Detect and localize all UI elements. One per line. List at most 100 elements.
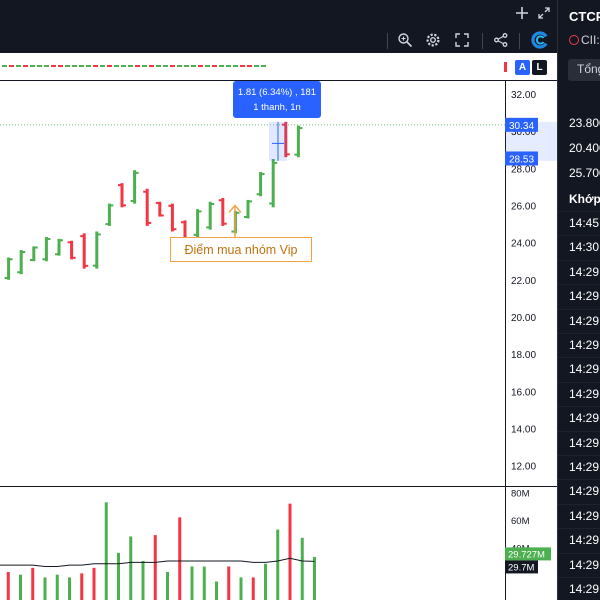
mini-strip-mark (2, 65, 7, 67)
logo-icon[interactable] (529, 29, 551, 51)
cursor-price-text: 28.53 (509, 154, 534, 165)
ohlc-bar[interactable] (92, 231, 101, 269)
cursor-price-bg (505, 151, 538, 166)
mini-strip-mark (16, 65, 21, 67)
ohlc-close-tick (60, 239, 63, 242)
mini-strip-mark (163, 65, 168, 67)
ohlc-bar[interactable] (155, 201, 164, 217)
volume-bar (117, 552, 120, 600)
ohlc-bar-body (82, 233, 86, 269)
volume-bar (313, 556, 316, 600)
ohlc-close-tick (9, 258, 13, 261)
ohlc-open-tick (218, 199, 222, 202)
mini-strip-mark (219, 65, 224, 67)
ohlc-open-tick (42, 258, 46, 261)
ohlc-open-tick (168, 204, 172, 207)
ohlc-bar[interactable] (17, 250, 26, 275)
volume-bar (227, 566, 231, 600)
gear-icon[interactable] (423, 30, 443, 50)
ohlc-close-tick (274, 161, 278, 164)
expand-icon[interactable] (536, 5, 552, 21)
ohlc-open-tick (244, 215, 247, 218)
ohlc-bar[interactable] (105, 203, 114, 226)
y-tick-label: 12.00 (511, 462, 536, 473)
y-tick-label: 22.00 (511, 276, 536, 287)
mini-strip-mark (156, 65, 161, 67)
zoom-icon[interactable] (395, 30, 415, 50)
buy-annotation[interactable]: Điểm mua nhóm Vip (170, 204, 312, 262)
mini-volume-strip (2, 65, 266, 67)
ohlc-open-tick (181, 221, 184, 224)
mini-strip-mark (191, 65, 196, 67)
ohlc-open-tick (105, 223, 109, 226)
plus-icon[interactable] (514, 5, 530, 21)
volume-current-label: 29.7M (505, 560, 538, 574)
ohlc-open-tick (231, 230, 235, 233)
mini-strip-mark (240, 65, 245, 67)
volume-bar (300, 537, 304, 600)
ohlc-bar[interactable] (80, 233, 89, 269)
ohlc-bar[interactable] (55, 238, 63, 256)
y-tick-label: 18.00 (511, 350, 536, 361)
ohlc-bar[interactable] (118, 183, 126, 208)
top-toolbar (0, 0, 557, 53)
ohlc-bar-body (259, 172, 263, 197)
mini-strip-mark (9, 65, 14, 67)
row-separator (558, 381, 600, 383)
ohlc-bar[interactable] (269, 159, 278, 208)
ohlc-close-tick (198, 210, 202, 213)
ohlc-bar[interactable] (29, 246, 38, 262)
ohlc-open-tick (67, 241, 71, 244)
trade-time: 14:29:4 (569, 435, 600, 450)
row-separator (558, 577, 600, 578)
ohlc-close-tick (286, 153, 290, 156)
ticker-code[interactable]: CII: (569, 33, 600, 47)
trade-time: 14:29:4 (569, 460, 600, 474)
row-separator (558, 455, 600, 456)
chart-area[interactable]: 1.81 (6.34%) , 181 1 thanh, 1n Điểm mua nh… (0, 81, 557, 600)
ohlc-open-tick (294, 153, 298, 156)
volume-bar (153, 535, 157, 600)
volume-bar (92, 567, 96, 600)
mini-strip-mark (135, 65, 140, 67)
mini-strip-mark (100, 65, 105, 67)
mini-strip-mark (247, 65, 252, 67)
ohlc-bar-body (70, 240, 74, 260)
ohlc-bar-body (120, 183, 124, 208)
annotation-box (170, 237, 312, 262)
auto-scale-button[interactable]: A (515, 60, 530, 75)
ohlc-bar[interactable] (193, 209, 202, 238)
fullscreen-icon[interactable] (452, 30, 472, 50)
ohlc-close-tick (135, 171, 139, 174)
trade-time: 14:29:5 (569, 386, 600, 401)
volume-bar (215, 581, 218, 600)
tab-total[interactable]: Tổng (568, 59, 600, 81)
ohlc-bar[interactable] (256, 172, 265, 197)
ohlc-close-tick (97, 233, 101, 236)
y-tick-label: 16.00 (511, 387, 536, 398)
mini-strip-mark (254, 65, 259, 67)
ohlc-bar[interactable] (4, 257, 13, 280)
order-book-panel: CTCP CII: Tổng 23.800 20.400 25.700 Khớp… (557, 0, 600, 600)
ohlc-bar[interactable] (130, 170, 139, 204)
y-tick-label: 20.00 (511, 313, 536, 324)
mini-strip-mark (212, 65, 217, 67)
mini-strip-mark (170, 65, 175, 67)
ohlc-bar[interactable] (42, 237, 51, 262)
volume-bar (68, 577, 71, 600)
ohlc-bar[interactable] (294, 125, 303, 158)
ohlc-bar-body (196, 209, 200, 238)
ohlc-bar[interactable] (67, 240, 76, 260)
ohlc-bar[interactable] (281, 121, 290, 158)
log-scale-button[interactable]: L (532, 60, 547, 75)
mini-strip-mark (114, 65, 119, 67)
ohlc-bar[interactable] (143, 188, 152, 226)
ohlc-bar[interactable] (244, 199, 252, 219)
row-separator (558, 528, 600, 530)
ohlc-bar[interactable] (168, 203, 177, 232)
ohlc-bar[interactable] (218, 198, 227, 226)
share-icon[interactable] (491, 30, 511, 50)
toolbar-row-actions (0, 27, 557, 53)
mini-strip-mark (107, 65, 112, 67)
ohlc-bar[interactable] (206, 201, 215, 230)
